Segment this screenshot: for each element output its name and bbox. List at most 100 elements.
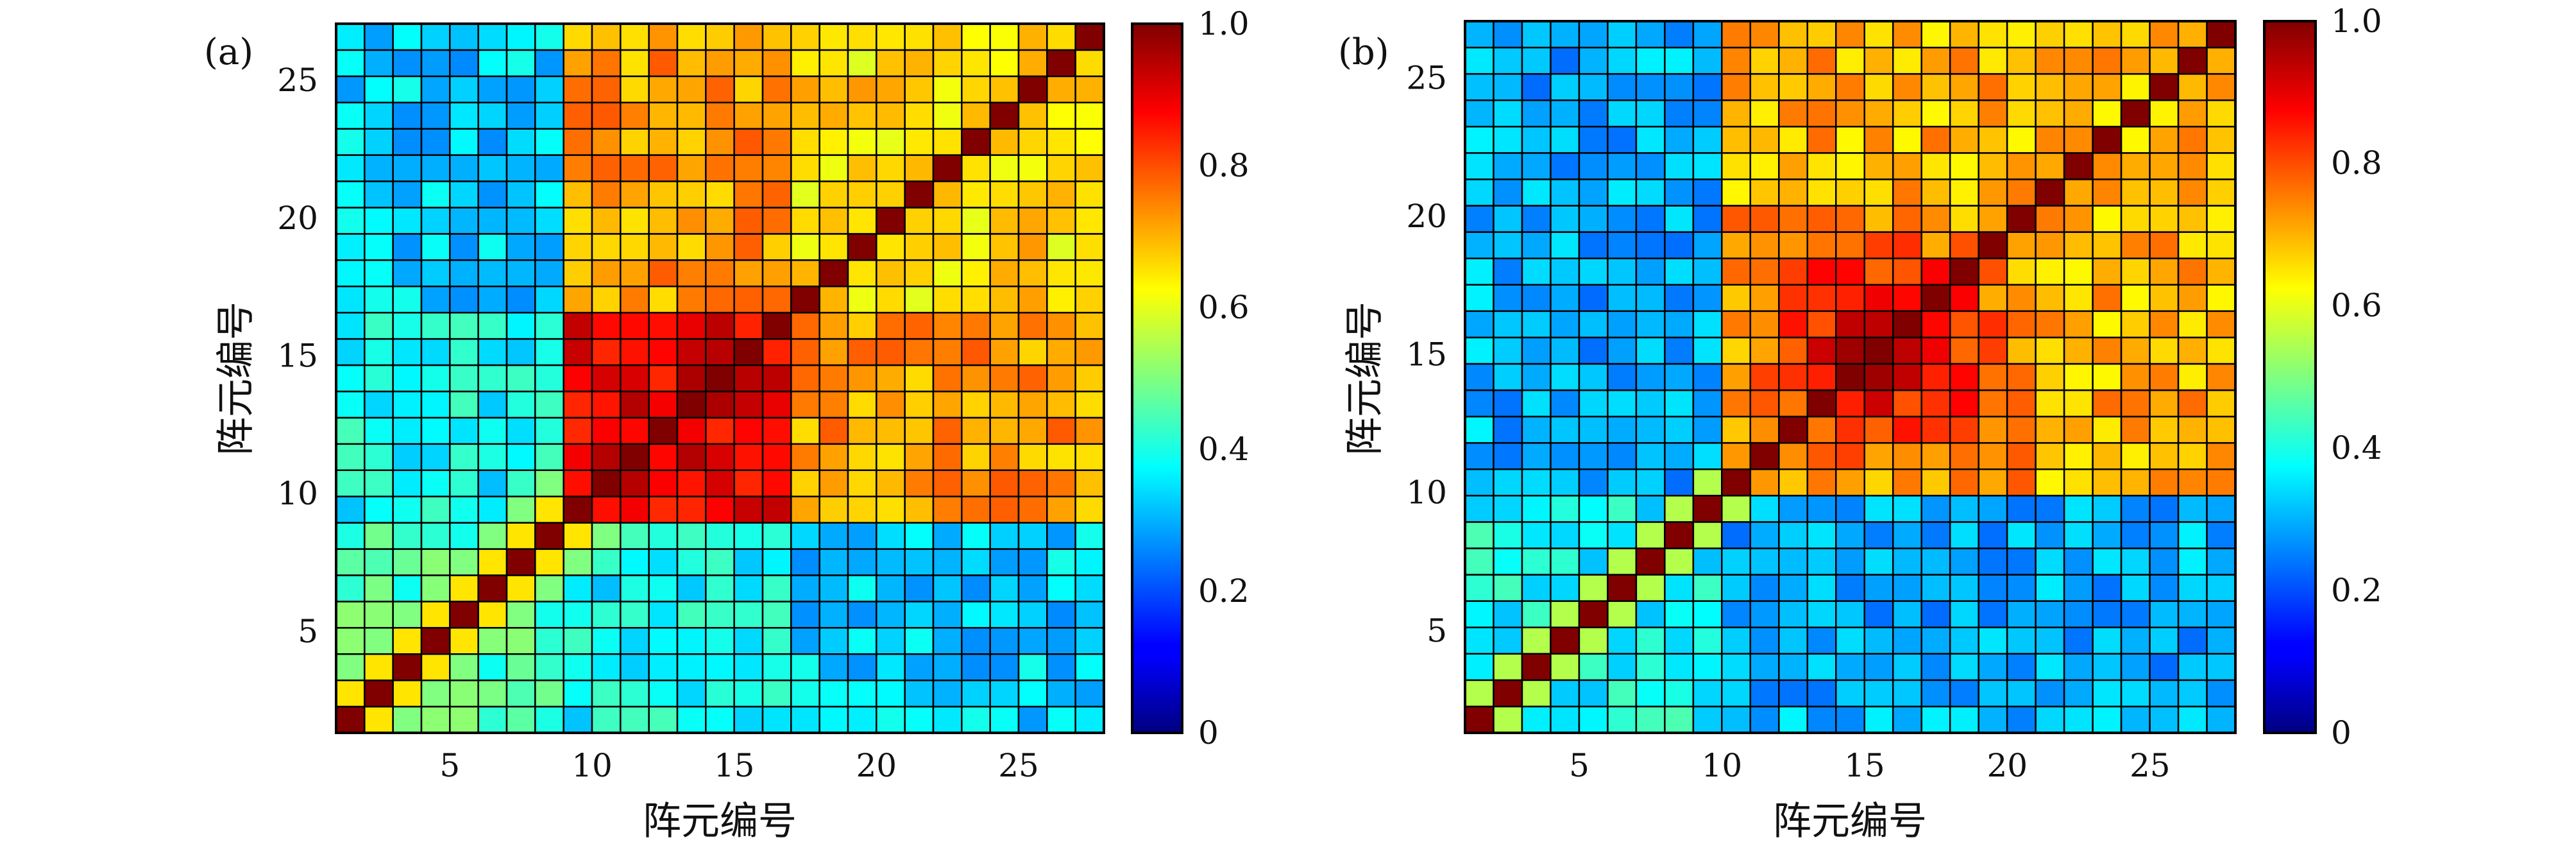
heatmap-cell xyxy=(1074,286,1105,314)
heatmap-cell xyxy=(392,601,423,629)
heatmap-cell xyxy=(790,522,820,550)
heatmap-cell xyxy=(818,286,849,314)
heatmap-cell xyxy=(1835,600,1865,628)
heatmap-cell xyxy=(364,128,394,156)
heatmap-cell xyxy=(1017,416,1048,445)
heatmap-cell xyxy=(1664,415,1695,444)
heatmap-cell xyxy=(932,469,963,497)
heatmap-cell xyxy=(477,101,508,130)
heatmap-cell xyxy=(1892,521,1922,549)
heatmap-cell xyxy=(1892,679,1922,708)
heatmap-cell xyxy=(1863,46,1894,75)
heatmap-cell xyxy=(449,75,479,104)
heatmap-cell xyxy=(1892,468,1922,497)
panel-b: (b) 5 10 15 20 25 5 10 15 20 25 阵元编号 阵元编… xyxy=(1338,3,2382,844)
heatmap-cell xyxy=(847,548,877,576)
heatmap-cell xyxy=(1949,679,1979,708)
heatmap-cell xyxy=(1607,99,1638,128)
heatmap-cell xyxy=(591,495,622,524)
heatmap-cell xyxy=(1692,389,1723,418)
heatmap-cell xyxy=(1778,205,1809,233)
heatmap-cell xyxy=(392,259,423,287)
heatmap-cell xyxy=(648,311,679,340)
heatmap-cell xyxy=(790,286,820,314)
heatmap-cell xyxy=(1949,415,1979,444)
heatmap-cell xyxy=(2120,205,2151,233)
heatmap-cell xyxy=(1635,310,1666,339)
heatmap-cell xyxy=(2035,46,2065,75)
heatmap-cell xyxy=(1635,126,1666,154)
heatmap-cell xyxy=(989,75,1020,104)
heatmap-cell xyxy=(2035,495,2065,523)
heatmap-cell xyxy=(477,75,508,104)
heatmap-cell xyxy=(420,49,451,78)
heatmap-cell xyxy=(2035,126,2065,154)
heatmap-cell xyxy=(1046,574,1076,603)
heatmap-cell xyxy=(847,233,877,261)
heatmap-cell xyxy=(648,259,679,287)
heatmap-cell xyxy=(1749,705,1780,734)
heatmap-cell xyxy=(449,705,479,734)
heatmap-cell xyxy=(335,128,366,156)
heatmap-cell xyxy=(1074,548,1105,576)
heatmap-cell xyxy=(1578,46,1609,75)
heatmap-cell xyxy=(961,311,991,340)
heatmap-cell xyxy=(2063,99,2094,128)
heatmap-cell xyxy=(392,390,423,419)
heatmap-cell xyxy=(904,22,935,51)
heatmap-cell xyxy=(648,653,679,682)
heatmap-cell xyxy=(961,49,991,78)
heatmap-cell xyxy=(1920,205,1951,233)
heatmap-cell xyxy=(790,75,820,104)
heatmap-cell xyxy=(1749,574,1780,602)
heatmap-cell xyxy=(392,495,423,524)
heatmap-cell xyxy=(676,522,707,550)
heatmap-cell xyxy=(364,522,394,550)
heatmap-cell xyxy=(1493,521,1523,549)
heatmap-cell xyxy=(620,522,650,550)
heatmap-cell xyxy=(1607,468,1638,497)
heatmap-cell xyxy=(989,338,1020,366)
heatmap-cell xyxy=(2149,626,2180,655)
heatmap-cell xyxy=(961,390,991,419)
heatmap-cell xyxy=(620,364,650,393)
heatmap-cell xyxy=(1550,468,1580,497)
heatmap-cell xyxy=(932,259,963,287)
heatmap-cell xyxy=(1863,389,1894,418)
heatmap-cell xyxy=(932,679,963,708)
heatmap-cell xyxy=(2177,99,2208,128)
heatmap-cell xyxy=(449,469,479,497)
heatmap-cell xyxy=(705,259,735,287)
heatmap-cell xyxy=(932,22,963,51)
heatmap-cell xyxy=(761,522,792,550)
heatmap-cell xyxy=(1721,415,1752,444)
heatmap-cell xyxy=(1806,152,1837,180)
heatmap-cell xyxy=(1692,205,1723,233)
heatmap-cell xyxy=(1920,495,1951,523)
heatmap-cell xyxy=(420,311,451,340)
heatmap-cell xyxy=(676,75,707,104)
heatmap-cell xyxy=(1550,231,1580,259)
heatmap-cell xyxy=(1464,574,1495,602)
heatmap-cell xyxy=(505,705,536,734)
heatmap-cell xyxy=(1692,679,1723,708)
heatmap-cell xyxy=(1892,257,1922,286)
heatmap-cell xyxy=(1806,231,1837,259)
heatmap-cell xyxy=(505,311,536,340)
heatmap-cell xyxy=(620,469,650,497)
heatmap-cell xyxy=(392,154,423,182)
heatmap-cell xyxy=(2120,126,2151,154)
heatmap-cell xyxy=(1046,286,1076,314)
heatmap-cell xyxy=(989,390,1020,419)
heatmap-cell xyxy=(932,574,963,603)
heatmap-cell xyxy=(1806,46,1837,75)
heatmap-cell xyxy=(2120,389,2151,418)
heatmap-cell xyxy=(932,627,963,655)
heatmap-cell xyxy=(1949,257,1979,286)
heatmap-cell xyxy=(335,207,366,235)
heatmap-cell xyxy=(1017,495,1048,524)
heatmap-cell xyxy=(1493,126,1523,154)
heatmap-cell xyxy=(1074,522,1105,550)
heatmap-cell xyxy=(1664,653,1695,682)
heatmap-cell xyxy=(1664,20,1695,49)
